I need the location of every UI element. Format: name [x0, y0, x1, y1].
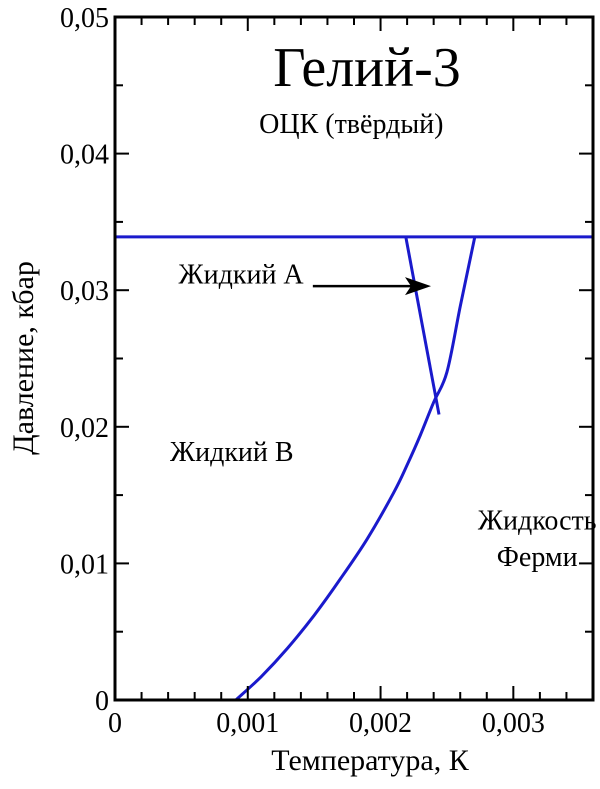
region-label-solid: ОЦК (твёрдый) — [259, 109, 443, 140]
x-tick-label: 0,002 — [349, 708, 412, 739]
y-tick-label: 0,02 — [60, 413, 109, 444]
x-axis-label: Температура, К — [271, 744, 469, 777]
x-tick-label: 0 — [108, 708, 122, 739]
region-label-fermi-2: Ферми — [497, 542, 578, 573]
chart-title: Гелий-3 — [273, 37, 461, 99]
y-tick-label: 0,01 — [60, 549, 109, 580]
tick-labels: 0 0,001 0,002 0,003 0 0,01 0,02 0,03 0,04 0,05 — [60, 3, 545, 739]
phase-boundary-lines — [115, 235, 593, 702]
y-tick-label: 0,05 — [60, 3, 109, 34]
arrow-head — [405, 277, 432, 296]
y-axis-label: Давление, кбар — [7, 261, 40, 455]
x-tick-label: 0,003 — [482, 708, 545, 739]
x-tick-label: 0,001 — [216, 708, 279, 739]
y-tick-label: 0 — [95, 686, 109, 717]
y-tick-label: 0,03 — [60, 276, 109, 307]
plot-frame — [113, 15, 595, 702]
region-label-fermi-1: Жидкость — [478, 505, 597, 536]
series-line-fermi-boundary — [234, 236, 477, 702]
region-labels: ОЦК (твёрдый) Жидкий A Жидкий B Жидкость Фер… — [170, 109, 597, 573]
region-label-liquid-a: Жидкий A — [179, 259, 305, 290]
series-line-a-b-boundary — [404, 236, 441, 415]
region-label-liquid-b: Жидкий B — [170, 437, 294, 468]
y-tick-label: 0,04 — [60, 140, 109, 171]
